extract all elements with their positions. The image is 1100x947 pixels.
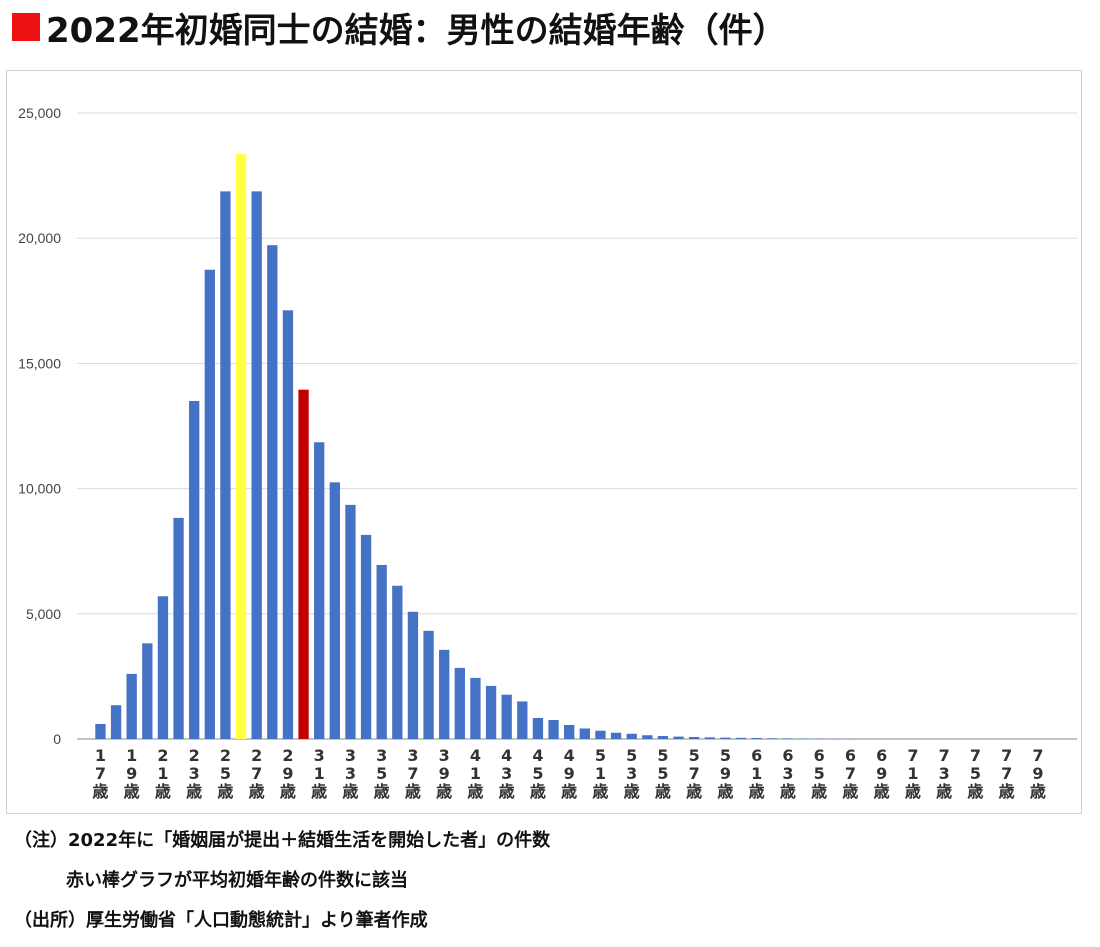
bar-age-28	[267, 245, 278, 739]
title-square-icon	[12, 13, 40, 41]
bar-age-54	[673, 736, 684, 739]
bar-age-50	[610, 732, 622, 739]
y-tick-label: 15,000	[18, 355, 61, 371]
bar-age-43	[501, 694, 512, 739]
y-tick-label: 0	[53, 731, 61, 747]
bar-age-52	[642, 735, 653, 739]
bar-age-40	[454, 667, 465, 739]
bar-age-30	[298, 389, 309, 739]
bar-age-59	[751, 738, 762, 739]
bar-age-51	[626, 733, 637, 739]
bar-age-53	[657, 736, 669, 739]
bars	[79, 154, 1075, 739]
bar-age-56	[704, 737, 715, 739]
bar-age-62	[798, 738, 809, 739]
bar-age-49	[595, 730, 606, 739]
bar-age-17	[95, 723, 106, 739]
bar-age-31	[314, 442, 325, 739]
note-line-1: （注）2022年に「婚姻届が提出＋結婚生活を開始した者」の件数	[14, 830, 551, 851]
bar-age-45	[532, 717, 544, 739]
source-note: （出所）厚生労働省「人口動態統計」より筆者作成	[14, 910, 428, 931]
bar-age-60	[767, 738, 778, 739]
bar-age-33	[345, 504, 356, 739]
bar-age-58	[735, 737, 747, 739]
bar-age-27	[251, 191, 262, 739]
title-bar: 2022年初婚同士の結婚：男性の結婚年齢（件）	[12, 2, 787, 52]
bar-age-46	[548, 719, 559, 739]
bar-chart: 0 5,000 10,000 15,000 20,000 25,000 1 7 歳 1 9 歳 2 1 歳…	[18, 105, 1077, 801]
y-axis-tick-labels: 0 5,000 10,000 15,000 20,000 25,000	[18, 105, 61, 747]
bar-age-48	[579, 728, 590, 739]
y-tick-label: 10,000	[18, 481, 61, 497]
bar-age-25	[220, 191, 231, 739]
bar-age-37	[407, 611, 419, 739]
bar-age-18	[110, 705, 122, 739]
bar-age-39	[439, 649, 450, 739]
bar-age-21	[157, 596, 169, 739]
bar-age-61	[782, 738, 794, 739]
bar-age-44	[517, 701, 528, 739]
bar-age-42	[485, 685, 497, 739]
bar-age-26	[235, 154, 247, 739]
y-tick-label: 5,000	[26, 606, 61, 622]
bar-age-38	[423, 630, 434, 739]
bar-age-57	[720, 737, 731, 739]
bar-age-19	[126, 673, 137, 739]
bar-age-24	[204, 269, 215, 739]
note-line-2: 赤い棒グラフが平均初婚年齢の件数に該当	[66, 870, 408, 891]
y-tick-label: 25,000	[18, 105, 61, 121]
bar-age-55	[689, 737, 700, 739]
bar-age-47	[564, 724, 575, 739]
y-tick-label: 20,000	[18, 230, 61, 246]
bar-age-36	[392, 585, 403, 739]
bar-age-41	[470, 677, 481, 739]
bar-age-35	[376, 564, 387, 739]
bar-age-23	[189, 400, 200, 739]
bar-age-32	[329, 482, 340, 739]
bar-age-20	[142, 643, 153, 739]
bar-age-22	[173, 517, 184, 739]
bar-age-29	[282, 310, 294, 739]
bar-age-34	[360, 534, 372, 739]
chart-title: 2022年初婚同士の結婚：男性の結婚年齢（件）	[46, 10, 787, 51]
x-axis-tick-labels: 1 7 歳 1 9 歳 2 1 歳 2 3 歳 2 5 歳 2 7 歳 2 9 歳 3 1 歳 3 3 歳 3 5 歳 3 7 歳 3 9 歳 4 1 歳 4…	[92, 746, 1046, 801]
